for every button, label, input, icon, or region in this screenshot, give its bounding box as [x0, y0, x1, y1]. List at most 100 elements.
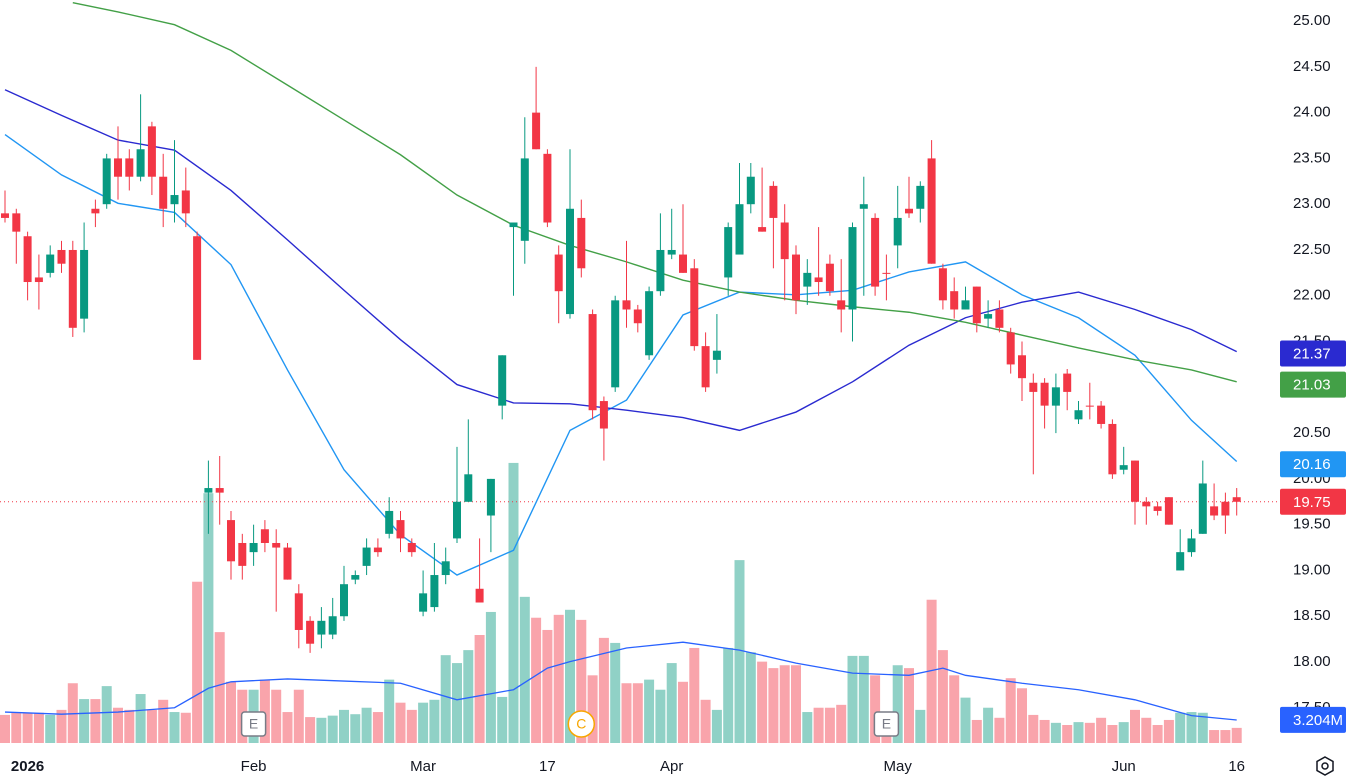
volume-bar [1231, 727, 1242, 743]
volume-bar [1017, 688, 1027, 743]
candle-body [475, 588, 484, 603]
volume-bar [384, 679, 395, 743]
candle-body [385, 510, 394, 534]
candle-body [588, 314, 597, 411]
candle-body [803, 272, 812, 287]
volume-bar [610, 642, 621, 743]
settings-button[interactable] [1316, 756, 1334, 776]
candle-body [814, 277, 823, 283]
candle-body [147, 126, 156, 177]
volume-bar [858, 655, 869, 743]
event-label: E [882, 716, 891, 732]
volume-bar [1186, 712, 1197, 743]
candle-body [68, 249, 77, 328]
volume-bar [904, 668, 914, 743]
candle-body [407, 542, 416, 553]
volume-bar [1141, 717, 1152, 743]
candle-body [995, 309, 1004, 328]
volume-bar [124, 709, 135, 743]
candle-body [486, 478, 495, 516]
candle-body [1232, 497, 1241, 502]
volume-bar [813, 707, 824, 743]
volume-bar [361, 707, 372, 743]
volume-bar [0, 714, 10, 743]
volume-bar [158, 699, 169, 743]
candle-body [1085, 405, 1094, 407]
volume-bar [440, 655, 451, 743]
volume-bar [824, 707, 835, 743]
candle-body [961, 300, 970, 310]
volume-bar [146, 709, 157, 743]
volume-bar [1152, 725, 1163, 743]
volume-bar [983, 707, 994, 743]
volume-bar [689, 647, 700, 743]
candle-body [1063, 373, 1072, 392]
volume-bar [203, 493, 214, 743]
volume-bar [915, 709, 926, 743]
volume-bar [1175, 712, 1186, 743]
volume-bar [180, 712, 191, 743]
volume-bar [892, 665, 903, 743]
moving-average [4, 89, 1238, 432]
x-tick-label: Feb [241, 758, 267, 775]
candle-body [837, 300, 846, 310]
volume-bar [768, 668, 779, 743]
price-label: 19.75 [1293, 494, 1331, 511]
volume-bar [463, 650, 474, 743]
price-label-bg [1280, 706, 1346, 733]
candle-body [170, 195, 179, 205]
volume-bar [113, 707, 123, 743]
volume-moving-average [4, 641, 1237, 721]
candle-body [340, 584, 348, 617]
candle-body [136, 149, 145, 177]
candle-body [780, 222, 789, 260]
candle-body [712, 350, 721, 360]
volume-bar [1096, 717, 1107, 743]
price-label: 21.03 [1293, 377, 1331, 394]
candle-body [679, 254, 687, 273]
candle-body [1006, 332, 1015, 365]
volume-bar [542, 629, 553, 743]
volume-bar [101, 686, 112, 743]
candle-body [871, 217, 880, 287]
candle-body [701, 346, 710, 388]
candle-body [543, 153, 552, 223]
candle-body [1074, 410, 1083, 420]
volume-bar [22, 712, 33, 743]
candle-body [57, 249, 66, 264]
volume-bar [271, 689, 282, 743]
candle-body [622, 300, 631, 310]
candle-body [34, 277, 43, 283]
volume-bar [316, 717, 327, 743]
settings-icon[interactable] [1316, 756, 1334, 776]
candle-body [1198, 483, 1207, 534]
candle-body [159, 176, 168, 209]
volume-bar [519, 596, 530, 743]
volume-bar [1197, 712, 1208, 743]
event-label: E [249, 716, 258, 732]
volume-bar [214, 632, 225, 743]
volume-bar [45, 714, 56, 743]
candle-body [193, 236, 202, 360]
volume-bar [632, 683, 643, 743]
volume-bar [531, 617, 542, 743]
volume-bar [305, 717, 316, 743]
price-label-bg [1280, 371, 1346, 398]
x-tick-label: 17 [539, 758, 556, 775]
volume-bar [1084, 722, 1095, 743]
candle-body [1176, 552, 1185, 571]
volume-bar [169, 712, 180, 743]
candle-body [566, 208, 574, 315]
candle-body [453, 501, 461, 539]
volume-bar [56, 709, 67, 743]
candle-body [532, 112, 541, 150]
volume-bar [576, 619, 587, 743]
volume-bar [1050, 722, 1061, 743]
candle-body [520, 158, 529, 241]
volume-bar [949, 675, 960, 743]
volume-bar [587, 675, 598, 743]
volume-bar [406, 709, 417, 743]
candle-body [769, 185, 778, 218]
candle-body [735, 204, 744, 255]
